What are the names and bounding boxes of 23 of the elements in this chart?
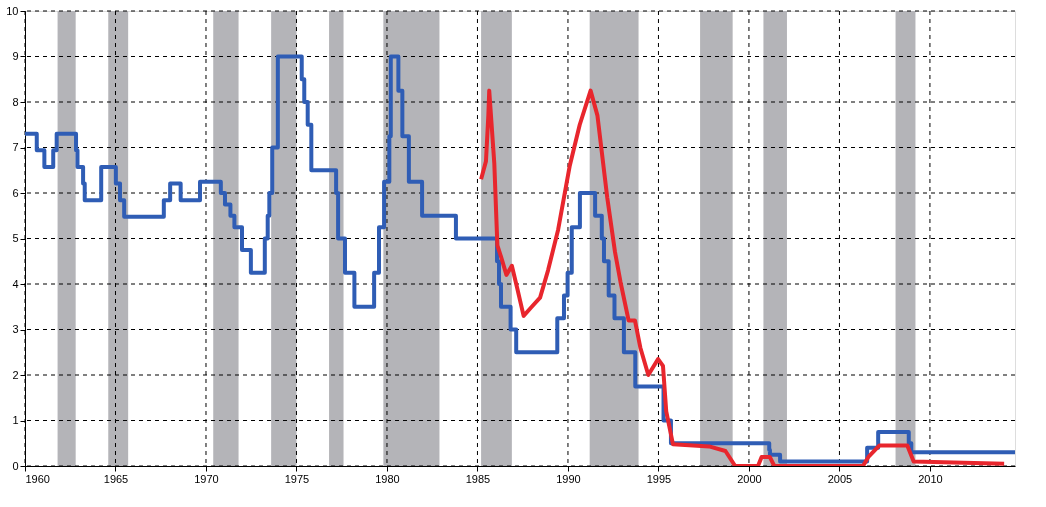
y-tick-label: 9 xyxy=(12,50,19,62)
x-tick-label: 2005 xyxy=(827,472,853,485)
y-tick-label: 5 xyxy=(12,232,19,244)
x-tick-label: 1990 xyxy=(556,472,581,485)
x-tick-label: 1980 xyxy=(375,472,400,485)
x-tick-label: 1960 xyxy=(25,472,50,485)
y-tick-label: 7 xyxy=(12,141,19,153)
y-tick-label: 10 xyxy=(6,4,19,17)
y-tick-label: 6 xyxy=(12,186,19,199)
x-tick-label: 1975 xyxy=(284,472,310,485)
x-tick-label: 1995 xyxy=(646,472,672,485)
line-series xyxy=(479,88,1007,466)
y-tick-label: 2 xyxy=(12,368,19,381)
y-tick-label: 0 xyxy=(12,459,19,472)
y-tick-label: 3 xyxy=(12,323,19,335)
y-tick-label: 1 xyxy=(12,414,19,426)
y-tick-label: 8 xyxy=(12,95,19,108)
x-tick-label: 2010 xyxy=(918,472,943,485)
x-tick-label: 1985 xyxy=(465,472,491,485)
y-tick-label: 4 xyxy=(12,277,19,290)
x-tick-label: 2000 xyxy=(737,472,762,485)
x-tick-label: 1965 xyxy=(103,472,129,485)
x-tick-label: 1970 xyxy=(194,472,219,485)
